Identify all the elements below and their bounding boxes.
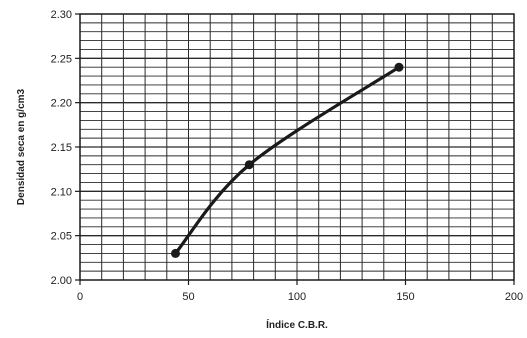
x-axis-label: Índice C.B.R. xyxy=(266,318,328,331)
y-tick-label: 2.15 xyxy=(51,142,72,154)
x-tick-label: 50 xyxy=(182,291,194,303)
x-tick-label: 150 xyxy=(396,291,414,303)
y-tick-label: 2.25 xyxy=(51,53,72,65)
y-tick-label: 2.05 xyxy=(51,231,72,243)
grid xyxy=(80,14,514,280)
y-tick-label: 2.10 xyxy=(51,186,72,198)
data-point xyxy=(244,160,254,170)
y-tick-label: 2.30 xyxy=(51,9,72,21)
y-tick-label: 2.20 xyxy=(51,98,72,110)
data-point xyxy=(394,62,404,72)
y-axis-label: Densidad seca en g/cm3 xyxy=(16,88,27,205)
y-tick-label: 2.00 xyxy=(51,275,72,287)
data-point xyxy=(170,248,180,258)
x-axis-ticks: 0 50 100 150 200 xyxy=(77,280,523,303)
x-tick-label: 100 xyxy=(288,291,306,303)
y-axis-ticks: 2.00 2.05 2.10 2.15 2.20 2.25 2.30 xyxy=(51,9,80,287)
series-layer xyxy=(170,62,404,258)
x-tick-label: 200 xyxy=(505,291,523,303)
x-tick-label: 0 xyxy=(77,291,83,303)
series-line xyxy=(173,65,401,255)
